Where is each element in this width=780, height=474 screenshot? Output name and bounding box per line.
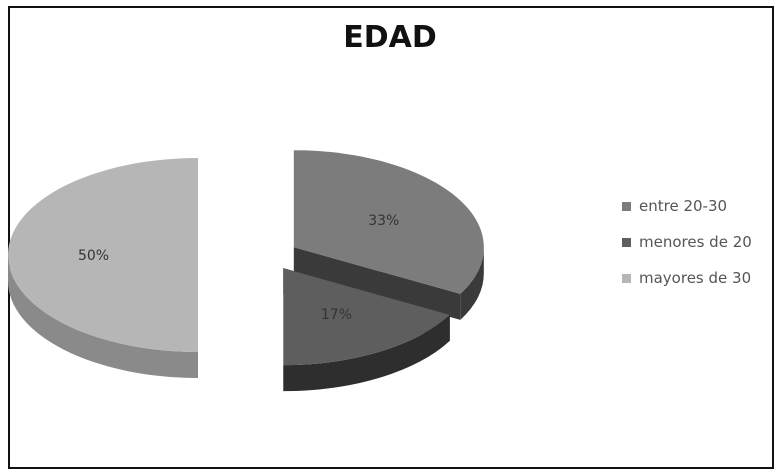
pie-slice [8, 158, 198, 378]
slice-side-wall [460, 247, 484, 320]
data-label: 17% [321, 307, 352, 323]
legend-swatch [622, 273, 631, 283]
pie-slice [283, 268, 450, 392]
slice-top-face [293, 150, 484, 294]
chart-title: EDAD [343, 20, 437, 55]
legend-swatch [622, 237, 631, 247]
legend-label: mayores de 30 [639, 269, 752, 287]
legend-item-mayores-de-30: mayores de 30 [622, 260, 752, 296]
legend-swatch [622, 201, 631, 211]
legend-item-menores-de-20: menores de 20 [622, 224, 752, 260]
pie-slice [293, 150, 484, 320]
slice-top-face [8, 158, 198, 352]
slice-side-wall [8, 255, 198, 378]
slice-side-wall [283, 314, 450, 392]
slice-cut-face [293, 247, 461, 320]
data-label: 33% [368, 213, 399, 229]
legend-item-entre-20-30: entre 20-30 [622, 188, 752, 224]
legend: entre 20-30 menores de 20 mayores de 30 [622, 188, 752, 296]
slice-top-face [283, 268, 450, 366]
data-label: 50% [78, 248, 109, 264]
legend-label: menores de 20 [639, 233, 752, 251]
legend-label: entre 20-30 [639, 197, 728, 215]
